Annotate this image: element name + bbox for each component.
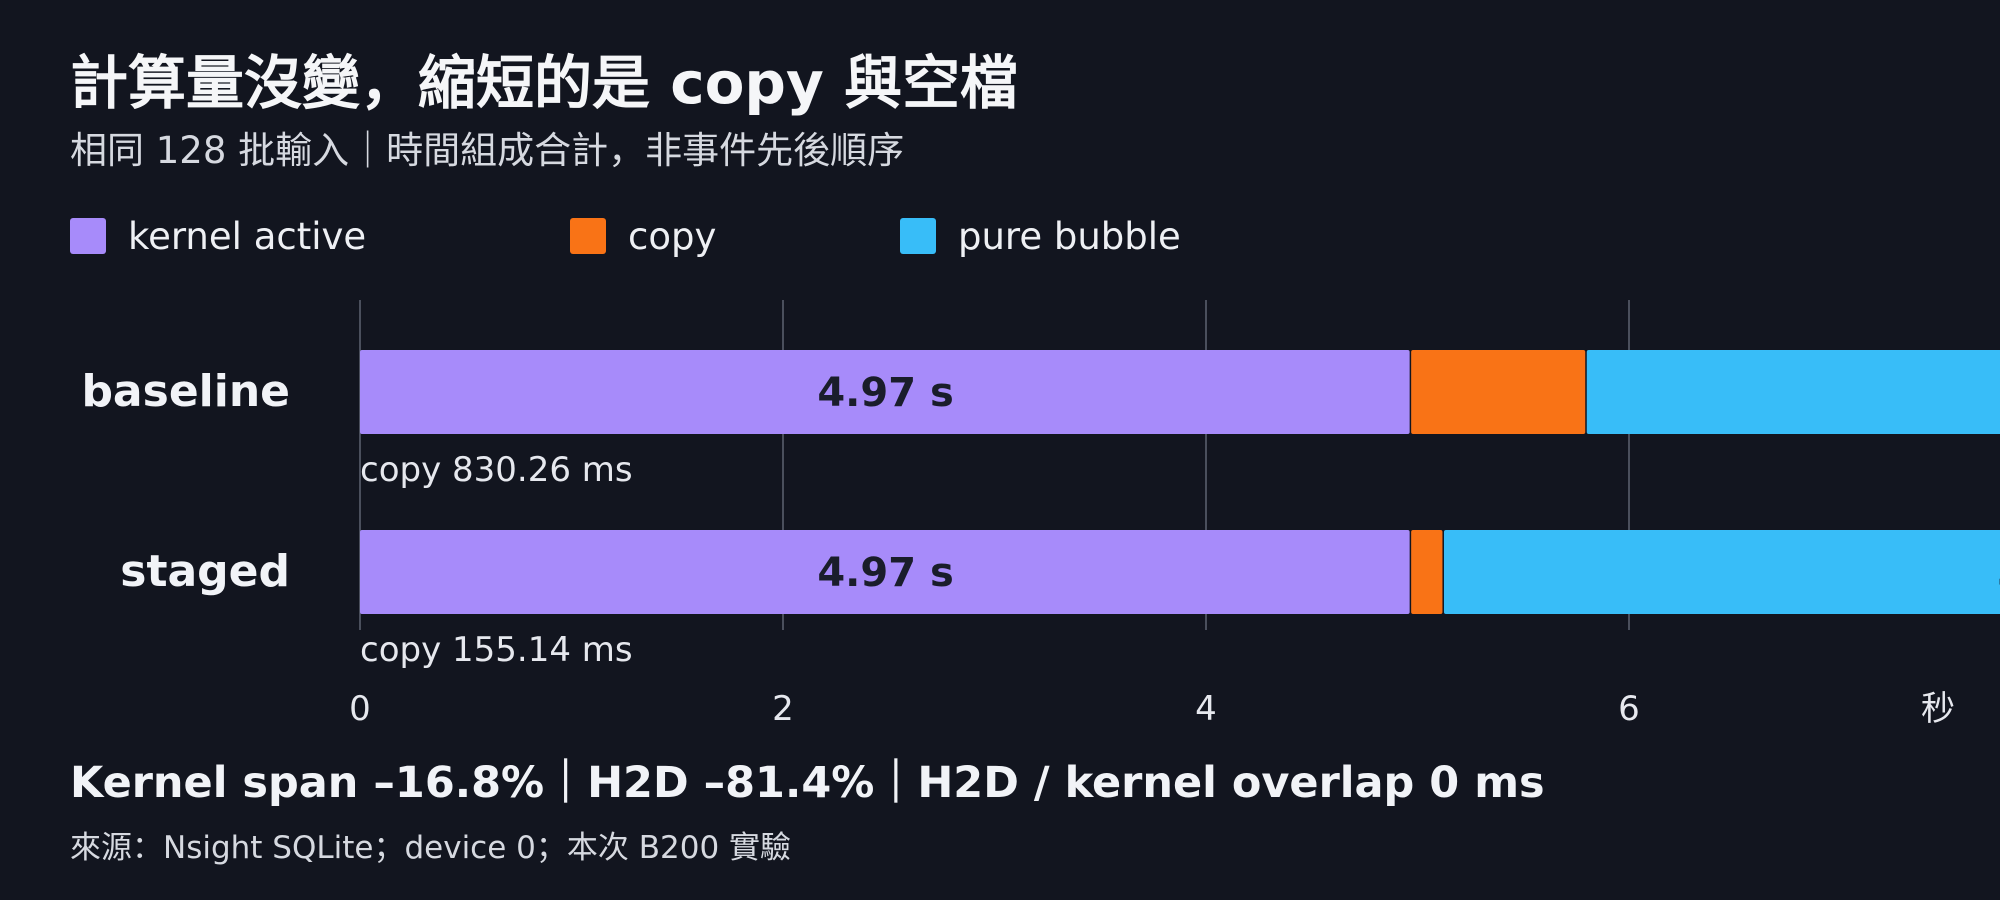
legend-label-kernel-active: kernel active	[128, 214, 367, 258]
bar-staged-copy	[1411, 530, 1443, 614]
legend-item-kernel-active: kernel active	[70, 214, 366, 258]
chart-title: 計算量沒變，縮短的是 copy 與空檔	[70, 49, 1018, 117]
bar-baseline-pure-bubble	[1586, 350, 2000, 434]
bar-label-staged-kernel-active: 4.97 s	[817, 550, 953, 596]
bar-label-baseline-kernel-active: 4.97 s	[817, 370, 953, 416]
x-tick-label-6: 6	[1618, 689, 1640, 729]
bar-baseline-copy	[1411, 350, 1586, 434]
chart-subtitle: 相同 128 批輸入｜時間組成合計，非事件先後順序	[70, 129, 905, 172]
copy-note-staged: copy 155.14 ms	[360, 630, 633, 670]
legend-item-copy: copy	[570, 214, 716, 258]
bar-staged-kernel-active	[360, 530, 1410, 614]
legend-swatch-pure-bubble	[900, 218, 936, 254]
legend-label-copy: copy	[628, 214, 717, 258]
legend-item-pure-bubble: pure bubble	[900, 214, 1181, 258]
x-axis-unit-label: 秒	[1921, 689, 1955, 729]
copy-note-baseline: copy 830.26 ms	[360, 450, 633, 490]
category-label-staged: staged	[120, 546, 290, 597]
category-label-baseline: baseline	[81, 366, 290, 417]
bar-baseline-kernel-active	[360, 350, 1410, 434]
legend-swatch-kernel-active	[70, 218, 106, 254]
x-tick-label-4: 4	[1195, 689, 1217, 729]
source-note: 來源：Nsight SQLite；device 0；本次 B200 實驗	[70, 830, 792, 866]
bar-staged-pure-bubble	[1443, 530, 2000, 614]
bar-label-staged-pure-bubble: 5.87 s	[1997, 550, 2000, 596]
legend: kernel active copy pure bubble	[0, 214, 2000, 258]
legend-swatch-copy	[570, 218, 606, 254]
summary-line: Kernel span –16.8%｜H2D –81.4%｜H2D / kern…	[70, 758, 1545, 808]
x-tick-label-2: 2	[772, 689, 794, 729]
legend-label-pure-bubble: pure bubble	[958, 214, 1181, 258]
x-tick-label-0: 0	[349, 689, 371, 729]
